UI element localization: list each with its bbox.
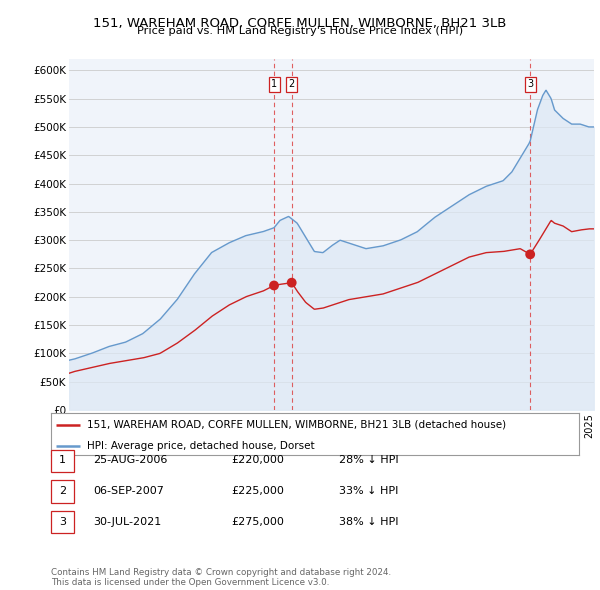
Text: 151, WAREHAM ROAD, CORFE MULLEN, WIMBORNE, BH21 3LB (detached house): 151, WAREHAM ROAD, CORFE MULLEN, WIMBORN… [87,420,506,430]
Text: 2: 2 [289,80,295,90]
Text: £225,000: £225,000 [231,486,284,496]
Text: 33% ↓ HPI: 33% ↓ HPI [339,486,398,496]
Text: 3: 3 [59,517,66,526]
Text: Contains HM Land Registry data © Crown copyright and database right 2024.
This d: Contains HM Land Registry data © Crown c… [51,568,391,587]
Text: 151, WAREHAM ROAD, CORFE MULLEN, WIMBORNE, BH21 3LB: 151, WAREHAM ROAD, CORFE MULLEN, WIMBORN… [94,17,506,30]
Point [526,250,535,259]
Text: £275,000: £275,000 [231,517,284,526]
Text: Price paid vs. HM Land Registry's House Price Index (HPI): Price paid vs. HM Land Registry's House … [137,26,463,36]
Text: 1: 1 [271,80,277,90]
Text: 30-JUL-2021: 30-JUL-2021 [93,517,161,526]
Text: 25-AUG-2006: 25-AUG-2006 [93,455,167,465]
Text: 3: 3 [527,80,533,90]
Point [287,278,296,287]
Point [269,281,279,290]
Text: HPI: Average price, detached house, Dorset: HPI: Average price, detached house, Dors… [87,441,314,451]
Text: 06-SEP-2007: 06-SEP-2007 [93,486,164,496]
Text: 1: 1 [59,455,66,465]
Text: 2: 2 [59,486,66,496]
Text: £220,000: £220,000 [231,455,284,465]
Text: 38% ↓ HPI: 38% ↓ HPI [339,517,398,526]
Text: 28% ↓ HPI: 28% ↓ HPI [339,455,398,465]
